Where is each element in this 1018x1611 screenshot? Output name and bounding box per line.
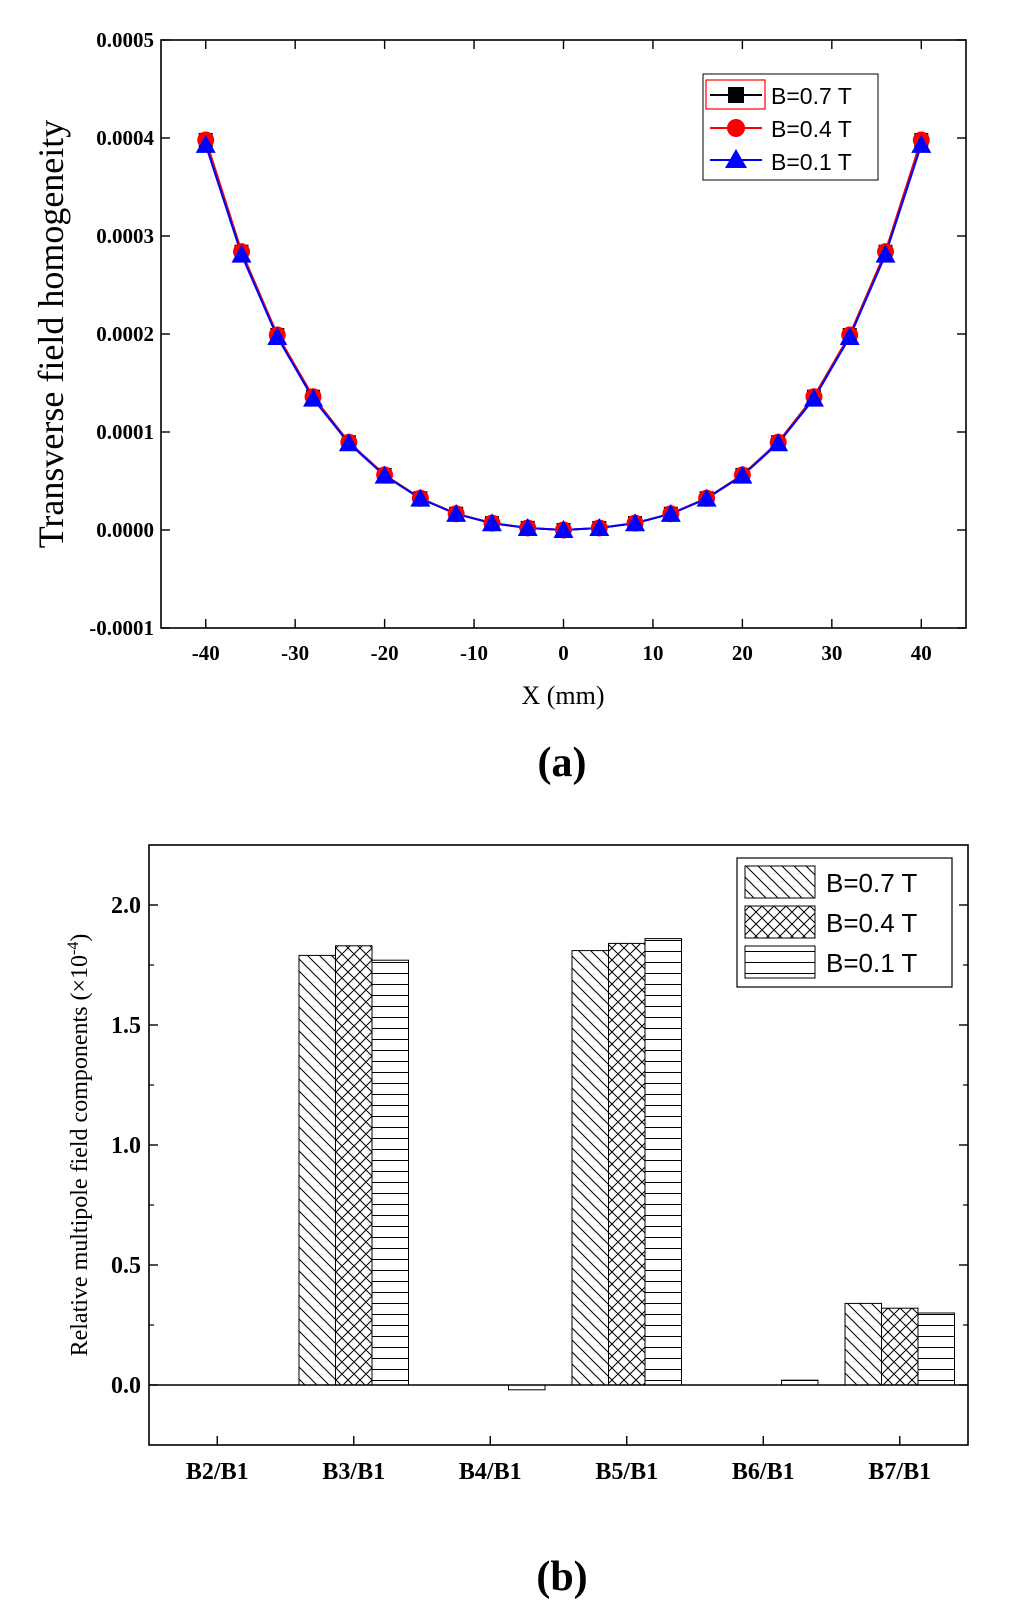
y-tick-label-a: 0.0004 — [96, 126, 154, 150]
x-tick-label-a: -40 — [192, 641, 220, 665]
legend-triangle-marker — [725, 149, 747, 168]
data-point-triangle — [696, 488, 717, 507]
x-tick-label-a: -30 — [281, 641, 309, 665]
data-point-triangle — [338, 433, 359, 452]
series-line-B=0.7 T — [204, 139, 923, 532]
x-tick-label-a: 0 — [558, 641, 569, 665]
data-point-triangle — [839, 326, 860, 345]
y-axis-title-a: Transverse field homogeneity — [31, 120, 71, 549]
series-line-B=0.4 T — [204, 139, 923, 532]
data-point-triangle — [374, 465, 395, 484]
data-point-triangle — [589, 518, 610, 537]
y-tick-label-a: 0.0002 — [96, 322, 154, 346]
y-axis-title-main: Relative multipole field components (×10 — [67, 955, 93, 1356]
legend-square-marker — [728, 87, 744, 103]
x-tick-label-b: B5/B1 — [595, 1459, 658, 1485]
panel-label-b: (b) — [536, 1554, 587, 1600]
x-tick-label-a: 10 — [642, 641, 663, 665]
legend-label-0.4T: B=0.4 T — [771, 116, 852, 142]
y-tick-label-a: 0.0000 — [96, 518, 154, 542]
y-tick-label-a: 0.0001 — [96, 420, 154, 444]
legend-highlight-box — [705, 79, 766, 110]
series-lines-a — [204, 139, 923, 532]
legend-b: B=0.7 T B=0.4 T B=0.1 T — [736, 857, 953, 988]
panel-b: B2/B1 B3/B1 B4/B1 B5/B1 B6/B1 B7/B1 0.0 0.5 1.0 1… — [65, 844, 969, 1600]
bar-B7/B1-B=0.7 T — [844, 1302, 882, 1386]
data-point-triangle — [660, 503, 681, 522]
axis-ticks-b: B2/B1 B3/B1 B4/B1 B5/B1 B6/B1 B7/B1 0.0 0.5 1.0 1… — [111, 893, 968, 1485]
bar-B3/B1-B=0.4 T — [335, 945, 373, 1386]
panel-a: -40 -30 -20 -10 0 10 20 30 40 -0.0001 0.0000 0.0001… — [31, 28, 967, 786]
bar-B3/B1-B=0.1 T — [371, 959, 409, 1386]
bar-B5/B1-B=0.7 T — [571, 950, 609, 1386]
panel-label-a: (a) — [538, 740, 587, 786]
axis-ticks-a: -40 -30 -20 -10 0 10 20 30 40 -0.0001 0.0000 0.0001… — [89, 28, 966, 665]
data-point-triangle — [446, 503, 467, 522]
y-axis-title-close: ) — [67, 934, 93, 942]
series-line-B=0.1 T — [204, 144, 923, 532]
y-axis-title-exponent: -4 — [65, 942, 82, 955]
data-point-triangle — [732, 465, 753, 484]
legend-label-0.7T: B=0.7 T — [771, 83, 852, 109]
x-tick-label-a: 20 — [732, 641, 753, 665]
legend-label-b-0.1T: B=0.1 T — [826, 948, 917, 978]
x-axis-title-a: X (mm) — [521, 681, 604, 710]
data-point-triangle — [875, 244, 896, 263]
x-tick-label-a: 30 — [821, 641, 842, 665]
y-tick-label-a: 0.0003 — [96, 224, 154, 248]
data-point-triangle — [410, 488, 431, 507]
y-tick-label-a: -0.0001 — [89, 616, 154, 640]
bar-B7/B1-B=0.4 T — [881, 1307, 919, 1386]
data-point-triangle — [517, 518, 538, 537]
data-point-triangle — [625, 513, 646, 532]
legend-swatch-0.7T — [744, 865, 816, 899]
y-tick-label-a: 0.0005 — [96, 28, 154, 52]
bar-B5/B1-B=0.4 T — [608, 942, 646, 1386]
bar-B3/B1-B=0.7 T — [298, 954, 336, 1386]
data-point-triangle — [303, 388, 324, 407]
data-point-triangle — [231, 244, 252, 263]
legend-label-b-0.7T: B=0.7 T — [826, 868, 917, 898]
x-tick-label-b: B6/B1 — [732, 1459, 795, 1485]
y-tick-label-b: 0.0 — [111, 1373, 141, 1399]
x-tick-label-a: -10 — [460, 641, 488, 665]
legend-a: B=0.7 T B=0.4 T B=0.1 T — [702, 73, 879, 181]
y-tick-label-b: 2.0 — [111, 893, 141, 919]
legend-label-0.1T: B=0.1 T — [771, 149, 852, 175]
y-axis-title-b: Relative multipole field components (×10… — [65, 934, 93, 1357]
x-tick-label-b: B3/B1 — [322, 1459, 385, 1485]
bar-B7/B1-B=0.1 T — [917, 1312, 955, 1386]
legend-circle-marker — [727, 119, 745, 137]
legend-swatch-0.1T — [744, 945, 816, 979]
x-tick-label-a: 40 — [911, 641, 932, 665]
x-tick-label-b: B7/B1 — [868, 1459, 931, 1485]
y-tick-label-b: 1.5 — [111, 1013, 141, 1039]
data-point-triangle — [553, 520, 574, 538]
data-point-triangle — [768, 433, 789, 452]
x-tick-label-a: -20 — [371, 641, 399, 665]
x-tick-label-b: B4/B1 — [459, 1459, 522, 1485]
legend-label-b-0.4T: B=0.4 T — [826, 908, 917, 938]
data-point-triangle — [195, 134, 216, 153]
y-tick-label-b: 0.5 — [111, 1253, 141, 1279]
series-markers-a — [195, 131, 932, 539]
data-point-triangle — [911, 134, 932, 153]
legend-swatch-0.4T — [744, 905, 816, 939]
data-point-triangle — [481, 513, 502, 532]
bar-B5/B1-B=0.1 T — [644, 938, 682, 1386]
data-point-triangle — [803, 388, 824, 407]
x-tick-label-b: B2/B1 — [186, 1459, 249, 1485]
bar-series-b — [298, 938, 955, 1391]
y-tick-label-b: 1.0 — [111, 1133, 141, 1159]
data-point-triangle — [267, 326, 288, 345]
